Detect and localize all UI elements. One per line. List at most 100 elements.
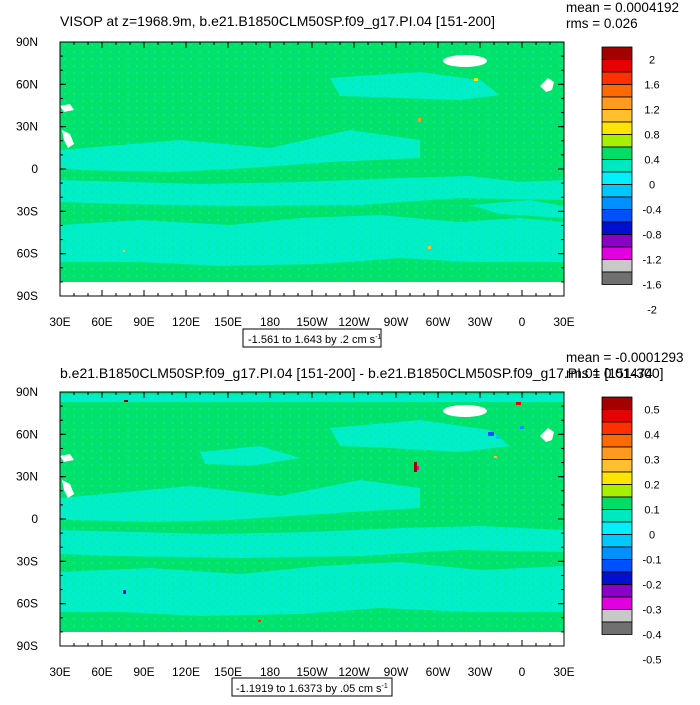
x-tick-label: 120W (338, 665, 370, 679)
colorbar-swatch (601, 246, 633, 260)
colorbar-swatch (601, 484, 633, 498)
y-tick-label: 30S (17, 204, 38, 218)
anomaly-spot (488, 432, 494, 436)
contour-info-label: -1.1919 to 1.6373 by .05 cm s-1 (236, 683, 388, 695)
west-coast-mask (60, 454, 74, 462)
top-map-panel: VISOP at z=1968.9m, b.e21.B1850CLM50SP.f… (16, 0, 679, 348)
colorbar-label: 0.2 (644, 480, 659, 492)
colorbar-swatch (601, 109, 633, 123)
x-tick-label: 0 (519, 665, 526, 679)
colorbar-swatch (601, 559, 633, 573)
colorbar-swatch (601, 534, 633, 548)
x-tick-label: 60W (426, 665, 451, 679)
colorbar-label: 0.5 (644, 405, 659, 417)
colorbar-label: 0.8 (644, 130, 659, 142)
y-tick-label: 30S (17, 554, 38, 568)
colorbar-label: 1.6 (644, 80, 659, 92)
x-tick-label: 150E (214, 665, 242, 679)
rms-stat: rms = 0.01474 (566, 366, 653, 381)
arctic-island-mask (540, 78, 554, 92)
colorbar-label: -1.2 (643, 255, 662, 267)
colorbar-swatch (601, 509, 633, 523)
anomaly-spot (123, 590, 126, 594)
contour-info-box: -1.1919 to 1.6373 by .05 cm s-1 (231, 677, 393, 697)
x-tick-label: 150E (214, 315, 242, 329)
anomaly-spot (428, 246, 431, 249)
unit-superscript: -1 (375, 334, 381, 341)
colorbar-swatch (601, 121, 633, 135)
colorbar-swatch (601, 159, 633, 173)
anomaly-spot (124, 400, 128, 402)
contour-info-text: -1.561 to 1.643 by .2 cm s (248, 334, 376, 346)
colorbar-swatch (601, 71, 633, 85)
unit-superscript: -1 (382, 683, 388, 690)
y-tick-label: 90S (17, 289, 38, 303)
y-tick-label: 0 (31, 162, 38, 176)
panel-title: b.e21.B1850CLM50SP.f09_g17.PI.04 [151-20… (60, 365, 664, 381)
anomaly-spot (496, 436, 500, 439)
colorbar-swatch (601, 234, 633, 248)
y-tick-label: 60S (17, 247, 38, 261)
x-tick-label: 90E (133, 315, 154, 329)
x-tick-label: 90E (133, 665, 154, 679)
colorbar: 2 1.6 1.2 0.8 0.4 0 -0.4 -0.8 -1.2 -1.6 -2 (601, 46, 662, 317)
x-tick-label: 150W (296, 665, 328, 679)
colorbar-label: -1.6 (643, 280, 662, 292)
x-tick-label: 30E (49, 315, 70, 329)
anomaly-spot (474, 78, 478, 81)
x-tick-label: 30E (553, 665, 574, 679)
x-tick-label: 30E (553, 315, 574, 329)
map-plot-area (59, 391, 565, 647)
axes: 30E 60E 90E 120E 150E 180 150W 120W 90W 60W 30W 0 30… (16, 385, 575, 679)
x-tick-label: 90W (384, 315, 409, 329)
colorbar-label: 0 (649, 180, 655, 192)
colorbar-swatch (601, 221, 633, 235)
bottom-map-panel: b.e21.B1850CLM50SP.f09_g17.PI.04 [151-20… (16, 350, 683, 697)
colorbar-label: 0.4 (644, 430, 659, 442)
colorbar-swatch (601, 584, 633, 598)
colorbar-swatch (601, 184, 633, 198)
x-tick-label: 120E (172, 315, 200, 329)
y-tick-label: 90S (17, 639, 38, 653)
contour-info-label: -1.561 to 1.643 by .2 cm s-1 (248, 334, 382, 346)
y-tick-label: 60N (16, 427, 38, 441)
x-tick-label: 60E (91, 315, 112, 329)
colorbar-swatch (601, 621, 633, 635)
colorbar-label: -0.4 (643, 205, 662, 217)
anomaly-spot (258, 620, 261, 622)
panel-title: VISOP at z=1968.9m, b.e21.B1850CLM50SP.f… (60, 13, 495, 29)
anomaly-spot (494, 456, 497, 458)
x-tick-label: 120E (172, 665, 200, 679)
anomaly-spot (414, 462, 417, 472)
colorbar-label: -0.4 (643, 630, 662, 642)
colorbar-swatch (601, 546, 633, 560)
anomaly-spot (123, 250, 125, 252)
colorbar-label: 0.4 (644, 155, 659, 167)
x-tick-label: 60W (426, 315, 451, 329)
x-tick-label: 180 (260, 315, 280, 329)
anomaly-spots (123, 400, 524, 622)
colorbar-label: -0.3 (643, 605, 662, 617)
west-coast-mask-2 (62, 480, 74, 498)
anomaly-spot (418, 118, 421, 122)
y-tick-label: 30N (16, 120, 38, 134)
x-tick-label: 30W (468, 665, 493, 679)
west-coast-mask-2 (62, 130, 74, 148)
colorbar-swatch (601, 496, 633, 510)
colorbar-swatch (601, 171, 633, 185)
colorbar-swatch (601, 96, 633, 110)
x-tick-label: 150W (296, 315, 328, 329)
anomaly-spot (516, 402, 521, 405)
colorbar-label: 0.3 (644, 455, 659, 467)
x-tick-label: 60E (91, 665, 112, 679)
greenland-mask (443, 405, 487, 417)
x-tick-label: 120W (338, 315, 370, 329)
colorbar: 0.5 0.4 0.3 0.2 0.1 0 -0.1 -0.2 -0.3 -0.4 -0.5 (601, 396, 662, 667)
arctic-island-mask (540, 428, 554, 442)
map-plot-area (59, 41, 565, 297)
x-tick-label: 30W (468, 315, 493, 329)
colorbar-swatch (601, 446, 633, 460)
colorbar-label: -0.5 (643, 655, 662, 667)
colorbar-label: -0.1 (643, 555, 662, 567)
y-tick-label: 60S (17, 597, 38, 611)
